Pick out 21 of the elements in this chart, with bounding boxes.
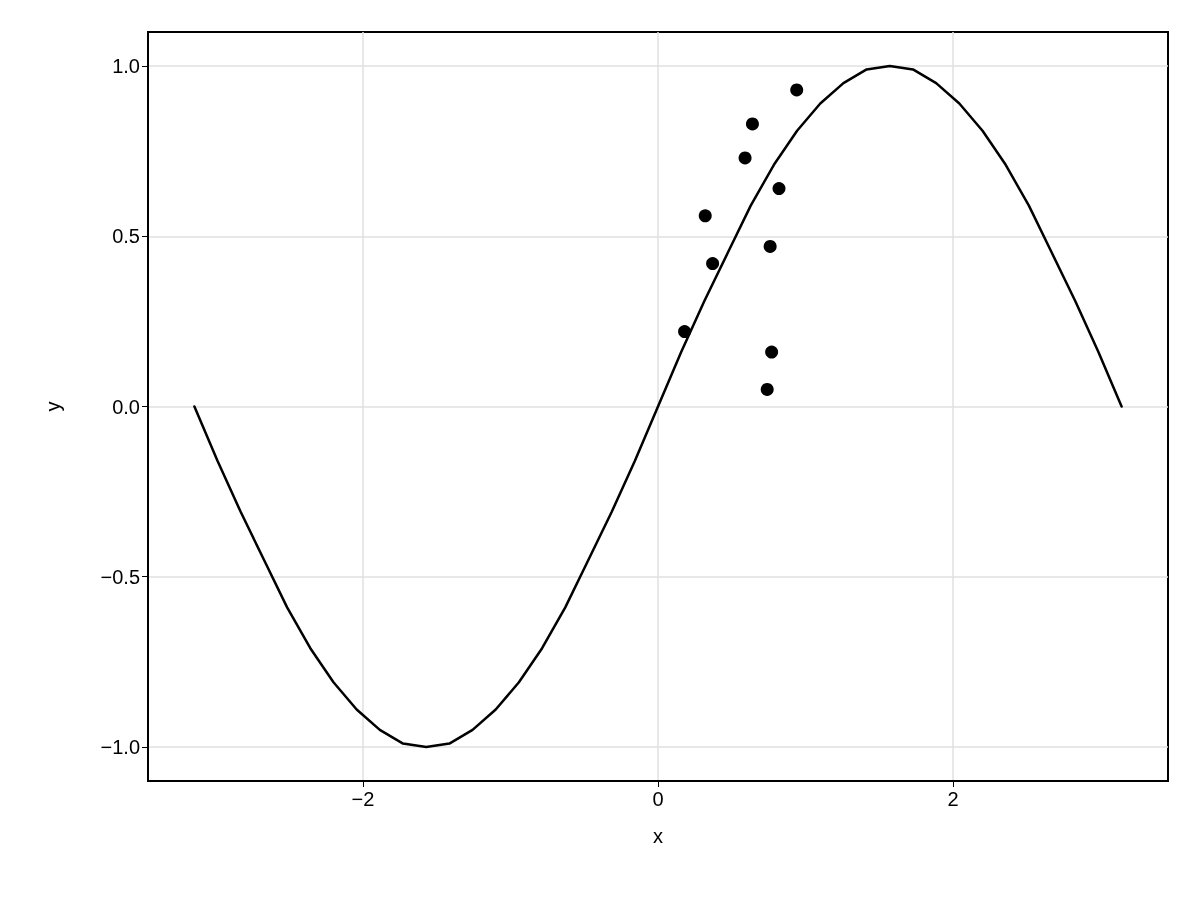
x-tick-label: 0 bbox=[652, 788, 664, 810]
y-tick-label: −1.0 bbox=[100, 735, 140, 758]
point bbox=[760, 382, 774, 396]
point bbox=[765, 345, 779, 359]
point bbox=[678, 325, 692, 339]
point bbox=[790, 83, 804, 97]
point bbox=[772, 182, 786, 196]
y-axis-title: y bbox=[42, 401, 64, 412]
point bbox=[763, 239, 777, 253]
y-tick-label: 0.5 bbox=[112, 225, 140, 248]
point bbox=[745, 117, 759, 131]
point bbox=[738, 151, 752, 165]
y-tick-label: 0.0 bbox=[112, 395, 140, 418]
y-tick-label: 1.0 bbox=[112, 55, 140, 78]
point bbox=[706, 257, 720, 271]
x-tick-label: 2 bbox=[947, 788, 959, 810]
x-axis-title: x bbox=[653, 825, 663, 847]
y-tick-label: −0.5 bbox=[100, 565, 140, 588]
line-series bbox=[193, 64, 1123, 749]
point bbox=[698, 209, 712, 223]
x-tick-label: −2 bbox=[351, 788, 375, 810]
